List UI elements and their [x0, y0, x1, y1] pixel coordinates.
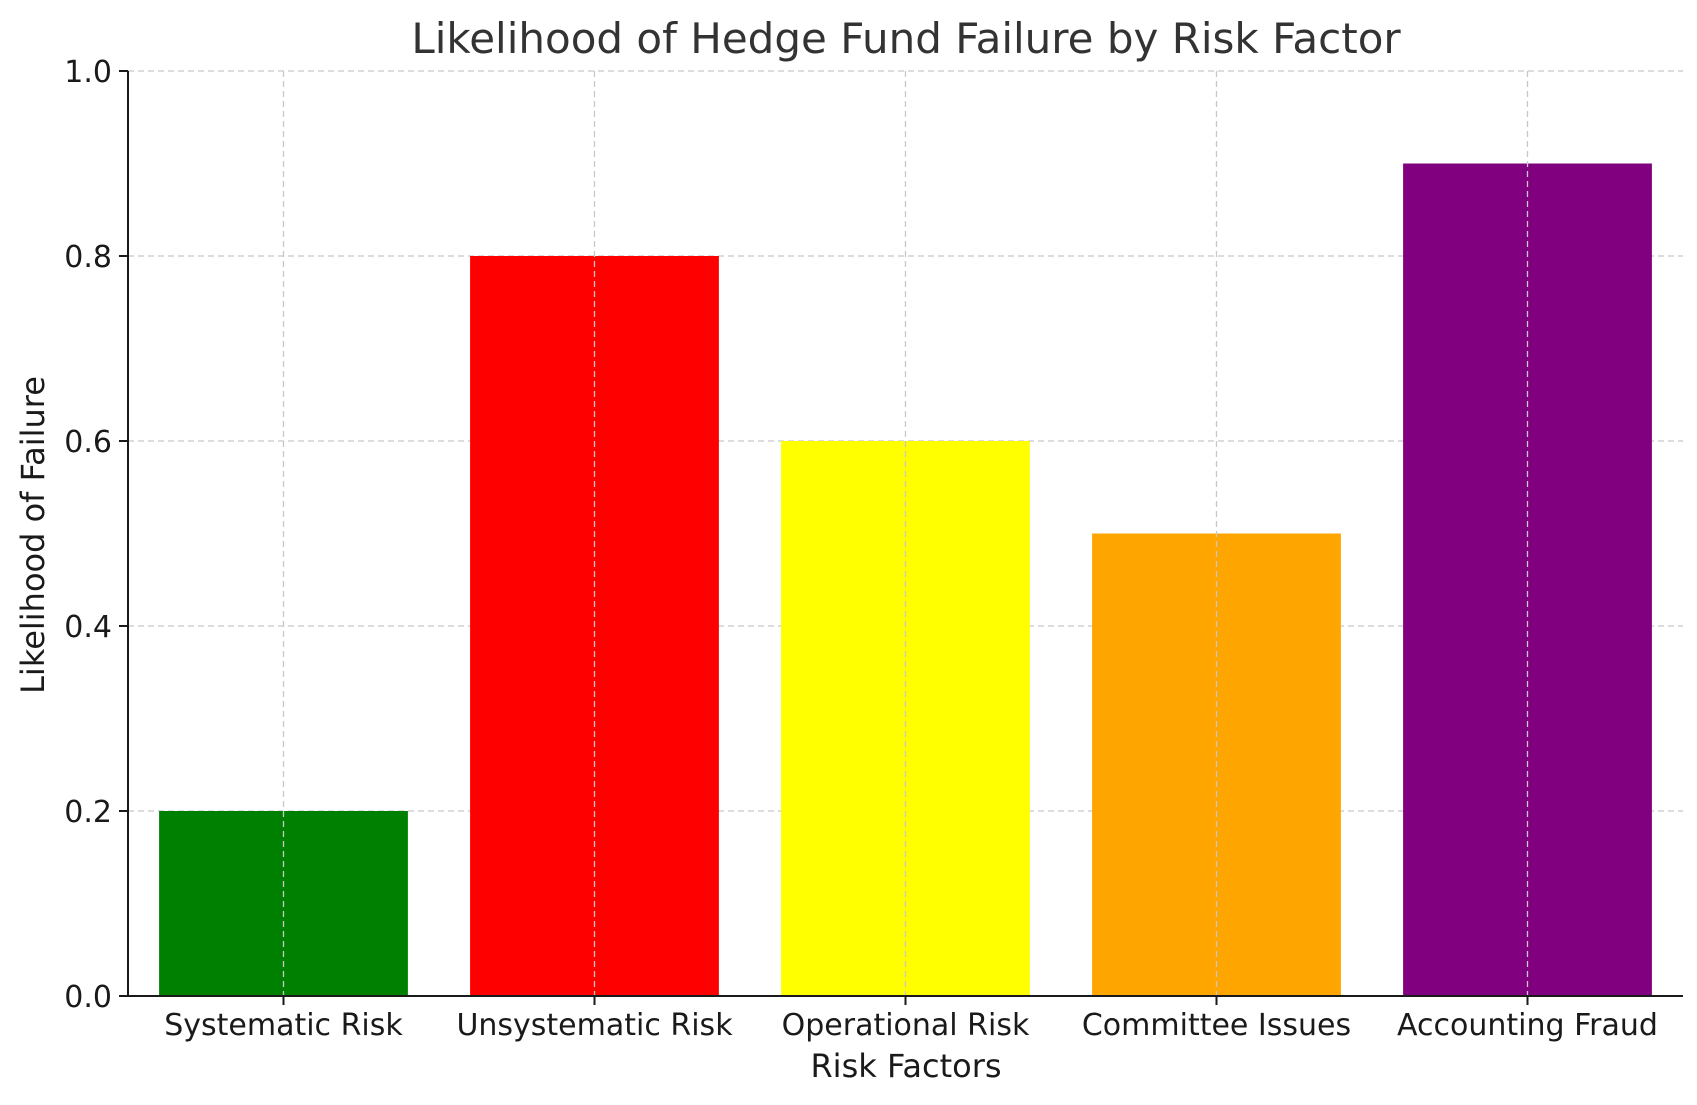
x-tick-label: Committee Issues	[1082, 1008, 1351, 1043]
y-axis-label: Likelihood of Failure	[14, 376, 52, 694]
x-tick-label: Operational Risk	[782, 1008, 1030, 1043]
chart-title: Likelihood of Hedge Fund Failure by Risk…	[411, 14, 1401, 63]
y-tick-labels: 0.0 0.2 0.4 0.6 0.8 1.0	[64, 55, 112, 1015]
x-axis-label: Risk Factors	[810, 1047, 1001, 1085]
x-tick-label: Unsystematic Risk	[456, 1008, 733, 1043]
x-tick-labels: Systematic Risk Unsystematic Risk Operatio…	[164, 1008, 1658, 1043]
x-tick-label: Accounting Fraud	[1397, 1008, 1658, 1043]
y-tick-label: 0.0	[64, 980, 112, 1015]
y-tick-label: 0.8	[64, 240, 112, 275]
x-tick-label: Systematic Risk	[164, 1008, 403, 1043]
y-tick-label: 0.2	[64, 795, 112, 830]
vertical-grid-lines	[282, 71, 1529, 996]
y-tick-label: 0.6	[64, 425, 112, 460]
y-tick-label: 0.4	[64, 610, 112, 645]
y-tick-label: 1.0	[64, 55, 112, 90]
axes	[119, 70, 1683, 1005]
bars	[159, 163, 1652, 996]
